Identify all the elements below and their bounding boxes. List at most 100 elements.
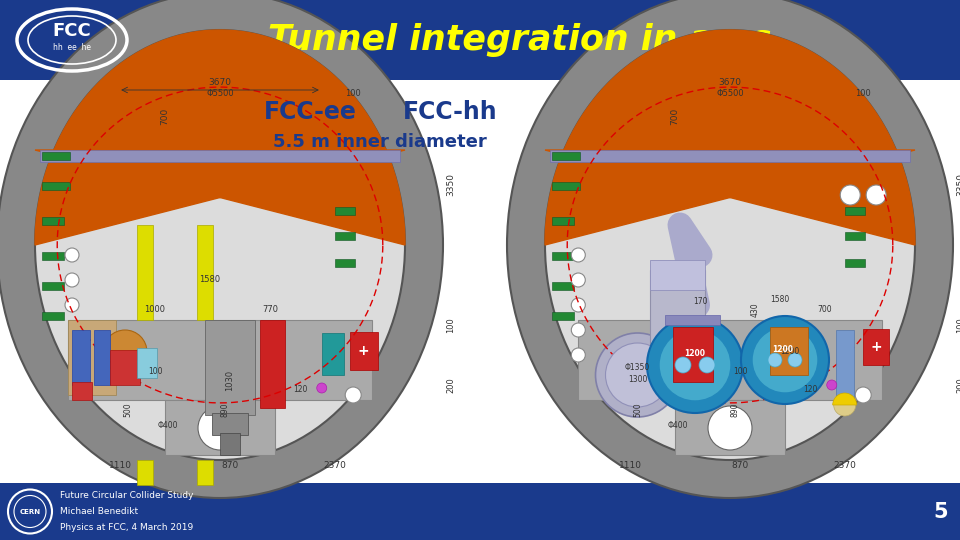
Circle shape [198,406,242,450]
Bar [212,413,248,435]
Text: 1110: 1110 [618,461,641,469]
Text: 170: 170 [693,298,708,307]
Ellipse shape [35,30,405,460]
Text: 120: 120 [803,386,817,395]
Bar [205,320,255,415]
Text: 1580: 1580 [770,295,790,305]
Circle shape [346,387,361,403]
Ellipse shape [545,30,915,460]
Bar [197,460,213,485]
Bar [552,182,581,190]
Text: 500: 500 [123,403,132,417]
Circle shape [647,317,743,413]
Ellipse shape [0,0,443,498]
Bar [42,182,70,190]
Bar [335,232,354,240]
Bar [0,483,960,540]
Bar [0,0,960,80]
Bar [72,330,90,385]
Text: Φ400: Φ400 [668,421,688,429]
Text: 120: 120 [293,386,307,395]
Bar [72,382,92,400]
Text: 100: 100 [732,368,747,376]
Text: 870: 870 [222,461,239,469]
Circle shape [699,357,715,373]
Circle shape [571,348,586,362]
Circle shape [317,383,326,393]
Bar [675,400,785,455]
Text: 700: 700 [817,306,832,314]
Text: 770: 770 [262,306,278,314]
Text: FCC-hh: FCC-hh [402,100,497,124]
Circle shape [65,298,79,312]
Bar [665,315,720,325]
Text: 100: 100 [956,317,960,333]
Polygon shape [35,30,405,245]
Text: 3350: 3350 [956,173,960,197]
Bar [335,259,354,267]
Bar [68,320,372,400]
Bar [137,348,157,378]
Text: 870: 870 [732,461,749,469]
Circle shape [708,406,752,450]
Bar [578,320,881,400]
Bar [42,252,64,260]
Circle shape [65,248,79,262]
Bar [137,460,153,485]
Text: Michael Benedikt: Michael Benedikt [60,507,138,516]
Circle shape [768,353,782,367]
Text: 100: 100 [446,317,455,333]
Text: Φ1350: Φ1350 [625,362,650,372]
Bar [650,270,705,350]
Circle shape [571,248,586,262]
Text: CERN: CERN [19,509,40,515]
Text: 3350: 3350 [446,173,455,197]
Text: 1200: 1200 [780,348,800,356]
Bar [552,217,574,225]
Text: 5: 5 [933,502,948,522]
Text: 3670: 3670 [718,78,741,87]
Text: 1000: 1000 [145,306,165,314]
Text: 500: 500 [633,403,642,417]
Circle shape [788,353,802,367]
Text: hh  ee  he: hh ee he [53,44,91,52]
Text: 100: 100 [346,89,361,98]
Polygon shape [545,30,915,245]
Bar [673,327,713,382]
Wedge shape [832,393,856,405]
Bar [220,433,240,455]
Bar [552,252,574,260]
Circle shape [866,185,886,205]
Text: Φ5500: Φ5500 [206,89,234,98]
Bar [552,152,581,160]
Text: 1300: 1300 [628,375,647,384]
Bar [349,332,377,370]
Bar [650,260,705,290]
Bar [40,150,400,162]
Text: 1030: 1030 [226,369,234,390]
Text: 700: 700 [670,107,679,125]
Text: 2370: 2370 [833,461,856,469]
Circle shape [606,343,669,407]
Circle shape [827,380,837,390]
Bar [845,259,865,267]
Bar [260,320,285,408]
Text: Future Circular Collider Study: Future Circular Collider Study [60,491,194,500]
Text: +: + [871,340,882,354]
Bar [322,333,344,375]
Circle shape [595,333,680,417]
Text: 1200: 1200 [773,346,794,354]
Bar [110,350,140,385]
Text: 200: 200 [956,377,960,393]
Bar [42,217,64,225]
Text: Φ400: Φ400 [158,421,179,429]
Circle shape [741,316,829,404]
Bar [863,329,889,365]
Bar [42,282,64,290]
Text: 3670: 3670 [208,78,231,87]
Text: 700: 700 [160,107,169,125]
Circle shape [571,273,586,287]
Bar [550,150,910,162]
Circle shape [675,357,691,373]
Text: Φ5500: Φ5500 [716,89,744,98]
